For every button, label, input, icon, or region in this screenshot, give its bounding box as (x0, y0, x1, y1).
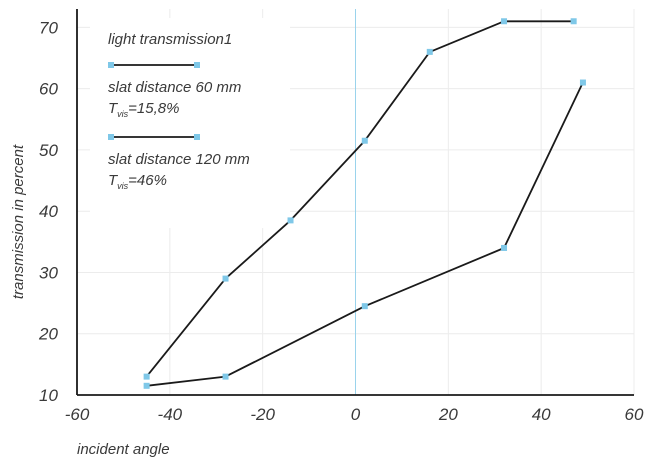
legend-tvis-value: =15,8% (128, 100, 179, 117)
y-tick-label: 10 (39, 386, 58, 405)
legend-tvis-symbol: T (108, 100, 119, 117)
legend-swatch-marker (108, 134, 114, 140)
x-axis-title: incident angle (77, 441, 170, 458)
y-tick-label: 70 (39, 18, 58, 37)
legend-label: slat distance 60 mm (108, 79, 241, 96)
legend-swatch-marker (194, 62, 200, 68)
x-tick-label: 20 (438, 405, 458, 424)
x-tick-label: -40 (158, 405, 183, 424)
legend-tvis-subscript: vis (117, 109, 128, 119)
data-point (143, 373, 150, 380)
data-point (361, 303, 368, 310)
data-point (570, 18, 577, 25)
data-point (501, 18, 508, 25)
legend-tvis-value: =46% (128, 172, 167, 189)
tick-labels: -60 -40 -20 0 20 40 60 10 20 30 40 50 60 70 (38, 18, 644, 424)
legend-title: light transmission1 (108, 31, 232, 48)
data-point (501, 244, 508, 251)
series (143, 18, 586, 389)
legend-tvis: Tvis=46% (108, 172, 167, 191)
x-tick-label: -20 (250, 405, 275, 424)
x-tick-label: 0 (351, 405, 361, 424)
y-tick-label: 20 (38, 325, 58, 344)
y-axis-title: transmission in percent (10, 144, 27, 299)
legend-tvis: Tvis=15,8% (108, 100, 179, 119)
legend-box (90, 18, 290, 228)
x-tick-label: -60 (65, 405, 90, 424)
legend-tvis-symbol: T (108, 172, 119, 189)
data-point (579, 79, 586, 86)
y-tick-label: 40 (39, 202, 58, 221)
legend: light transmission1 slat distance 60 mm Tv… (90, 18, 290, 228)
data-point (222, 373, 229, 380)
y-tick-label: 30 (39, 263, 58, 282)
x-tick-label: 60 (625, 405, 644, 424)
legend-swatch-marker (194, 134, 200, 140)
data-point (287, 217, 294, 224)
axis-titles: incident angle transmission in percent (10, 144, 170, 458)
legend-label: slat distance 120 mm (108, 151, 250, 168)
y-tick-label: 50 (39, 141, 58, 160)
legend-tvis-subscript: vis (117, 181, 128, 191)
y-tick-label: 60 (39, 80, 58, 99)
data-point (143, 382, 150, 389)
data-point (426, 48, 433, 55)
axes (76, 9, 634, 396)
data-point (361, 137, 368, 144)
x-tick-label: 40 (532, 405, 551, 424)
legend-swatch-marker (108, 62, 114, 68)
data-point (222, 275, 229, 282)
